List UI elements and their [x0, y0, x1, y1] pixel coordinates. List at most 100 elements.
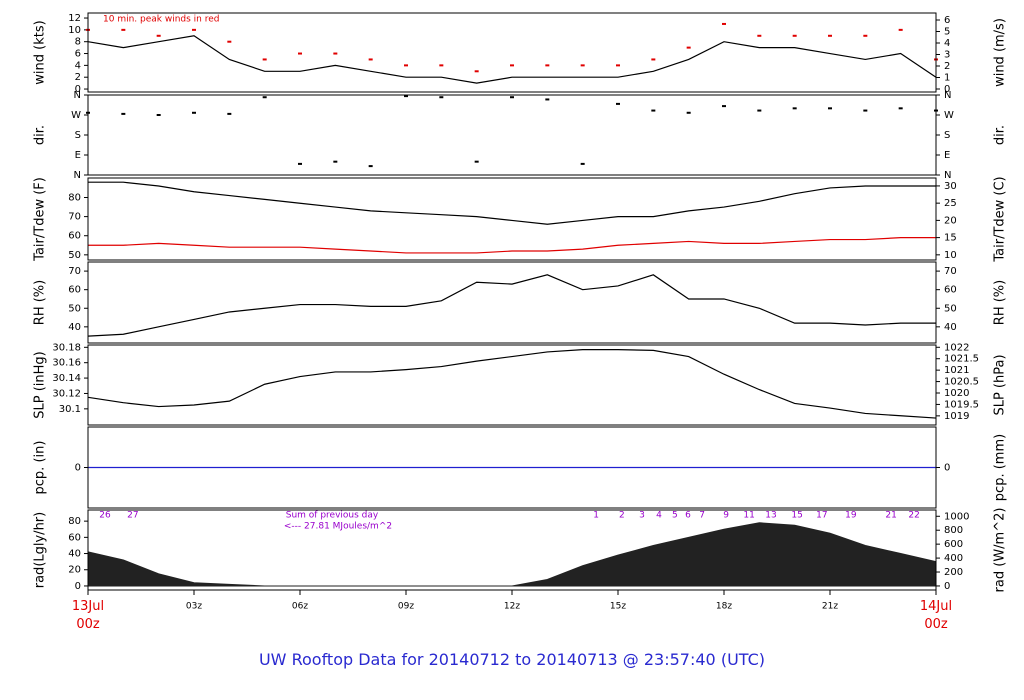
y2-tick-label: 1020.5 — [944, 377, 979, 388]
y2-tick-label: 20 — [944, 215, 957, 226]
x-tick-label: 06z — [292, 602, 308, 612]
data-point — [474, 70, 479, 73]
area — [87, 522, 937, 587]
panel-frame — [87, 177, 937, 261]
y2-tick-label: 40 — [944, 322, 957, 333]
hour-label: 2 — [619, 511, 625, 521]
hour-label: 17 — [816, 511, 827, 521]
y2-tick-label: N — [944, 170, 951, 181]
x-tick-label: 12z — [504, 602, 520, 612]
y-tick-label: 70 — [68, 212, 81, 223]
data-point — [616, 102, 620, 105]
y-tick-label: 80 — [68, 516, 81, 527]
panel-frame — [87, 261, 937, 344]
y2-tick-label: 25 — [944, 198, 957, 209]
data-point — [474, 160, 479, 163]
data-point — [580, 64, 585, 67]
data-point — [828, 107, 832, 110]
y-tick-label: 30.16 — [52, 358, 81, 369]
data-point — [404, 64, 408, 67]
line — [88, 181, 936, 225]
hour-label: 19 — [845, 511, 857, 521]
data-point — [686, 111, 691, 114]
data-point — [368, 58, 373, 61]
data-point — [439, 96, 444, 99]
data-point — [298, 162, 302, 165]
y-tick-label: 30.18 — [52, 342, 81, 353]
hour-label: 7 — [699, 511, 705, 521]
y-tick-label: 4 — [75, 60, 81, 71]
hour-label: 15 — [791, 511, 802, 521]
data-point — [898, 107, 903, 110]
y2-tick-label: 800 — [944, 525, 963, 536]
data-point — [121, 112, 126, 115]
data-point — [510, 64, 514, 67]
y2-tick-label: 5 — [944, 27, 950, 38]
y-tick-label: N — [74, 170, 81, 181]
panel-frame — [87, 344, 937, 426]
y2-tick-label: 15 — [944, 233, 957, 244]
data-point — [192, 111, 196, 114]
data-point — [227, 40, 232, 43]
y-tick-label: 30.12 — [52, 388, 81, 399]
chart-title: UW Rooftop Data for 20140712 to 20140713… — [258, 650, 766, 669]
y-tick-label: 20 — [68, 565, 81, 576]
y2-tick-label: 600 — [944, 539, 963, 550]
panel-frame — [87, 94, 937, 176]
data-point — [156, 34, 161, 37]
data-point — [262, 58, 267, 61]
y2-tick-label: S — [944, 130, 950, 141]
panel-frame — [87, 12, 937, 93]
x-tick-label: 21z — [822, 602, 838, 612]
y-tick-label: 40 — [68, 322, 81, 333]
hour-label: 3 — [639, 511, 645, 521]
data-point — [545, 64, 550, 67]
y2-tick-label: 1022 — [944, 342, 969, 353]
data-point — [227, 112, 232, 115]
line — [88, 237, 936, 254]
y2-tick-label: 1021.5 — [944, 354, 979, 365]
y2-tick-label: 50 — [944, 303, 957, 314]
data-point — [580, 162, 585, 165]
hour-label: 26 — [99, 511, 111, 521]
y2-tick-label: 1020 — [944, 388, 969, 399]
y2-tick-label: 30 — [944, 181, 957, 192]
y2-tick-label: 6 — [944, 15, 950, 26]
y2-tick-label: 200 — [944, 567, 963, 578]
hour-label: 6 — [685, 511, 691, 521]
annotation: <--- 27.81 MJoules/m^2 — [284, 522, 392, 532]
hour-label: 21 — [885, 511, 896, 521]
y2-tick-label: 1019.5 — [944, 399, 979, 410]
y-axis-label: wind (kts) — [33, 20, 48, 84]
data-point — [863, 109, 868, 112]
y2-tick-label: W — [944, 110, 954, 121]
data-point — [298, 52, 302, 55]
y2-tick-label: 60 — [944, 285, 957, 296]
line — [87, 349, 937, 419]
y-tick-label: 60 — [68, 285, 81, 296]
y2-axis-label: rad (W/m^2) — [993, 508, 1008, 593]
y2-tick-label: 3 — [944, 50, 950, 61]
y-tick-label: 2 — [75, 72, 81, 83]
y-tick-label: 10 — [68, 25, 81, 36]
annotation: 10 min. peak winds in red — [103, 15, 220, 25]
data-point — [686, 46, 691, 49]
y-tick-label: 80 — [68, 192, 81, 203]
y2-axis-label: wind (m/s) — [993, 18, 1008, 87]
data-point — [792, 107, 797, 110]
data-point — [722, 22, 726, 25]
annotation: Sum of previous day — [286, 511, 379, 521]
line — [87, 274, 936, 337]
data-point — [121, 28, 126, 31]
y2-axis-label: RH (%) — [993, 280, 1008, 325]
y-axis-label: SLP (inHg) — [33, 351, 48, 419]
y2-tick-label: 1 — [944, 73, 950, 84]
data-point — [404, 95, 408, 98]
y-axis-label: dir. — [33, 125, 48, 145]
y-axis-label: Tair/Tdew (F) — [33, 177, 48, 262]
data-point — [828, 34, 832, 37]
x-tick-label: 13Jul 00z — [71, 599, 105, 632]
data-point — [722, 105, 726, 108]
y-tick-label: 60 — [68, 532, 81, 543]
